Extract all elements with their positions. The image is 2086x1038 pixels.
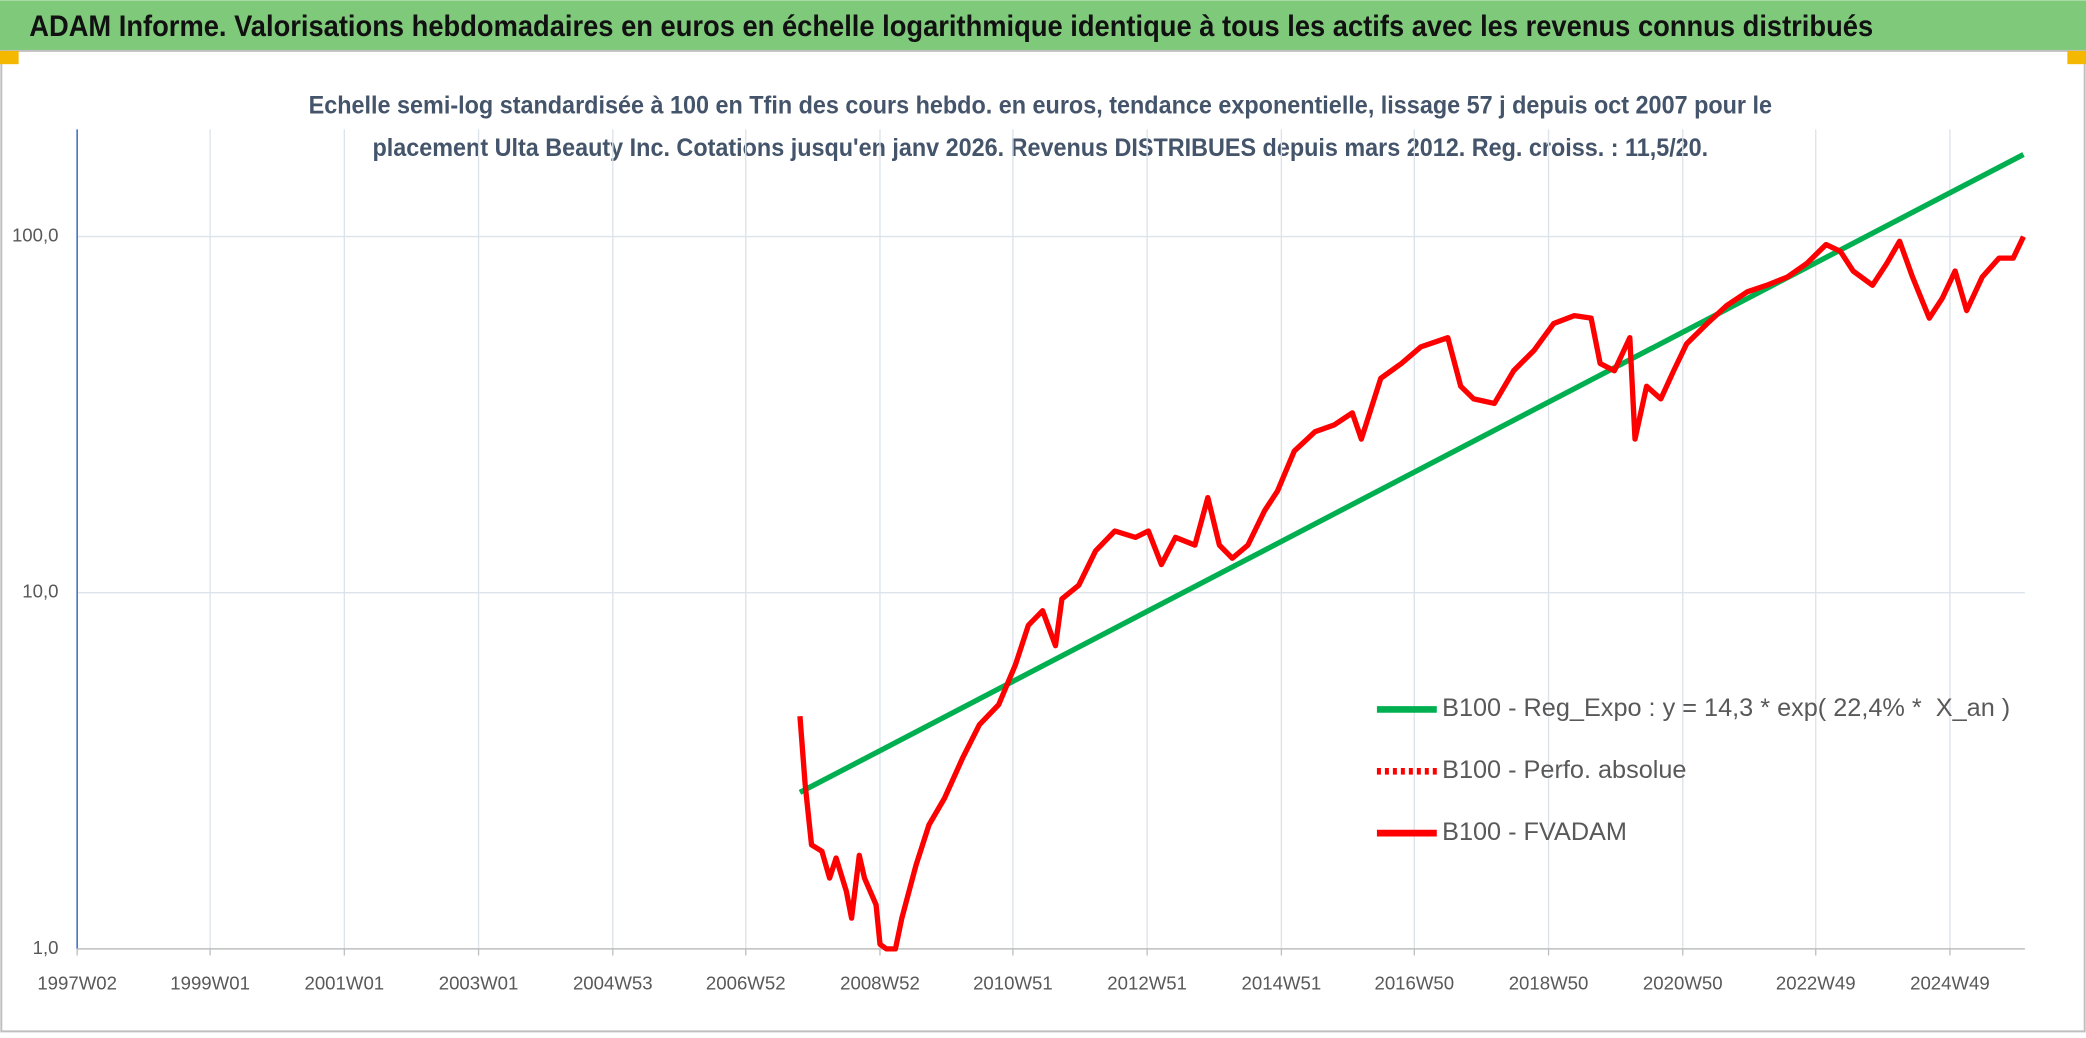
chart-title: placement Ulta Beauty Inc. Cotations jus… <box>372 134 1708 162</box>
corner-accent <box>0 50 19 65</box>
legend-label: B100 - FVADAM <box>1442 818 1627 846</box>
x-tick-label: 2010W51 <box>973 973 1053 994</box>
x-tick-label: 2004W53 <box>573 973 653 994</box>
series-line <box>797 235 2026 952</box>
x-tick-label: 2012W51 <box>1107 973 1187 994</box>
chart-title: Echelle semi-log standardisée à 100 en T… <box>309 91 1772 119</box>
legend-label: B100 - Reg_Expo : y = 14,3 * exp( 22,4% … <box>1442 694 2010 722</box>
header-title: ADAM Informe. Valorisations hebdomadaire… <box>29 11 1873 43</box>
chart-frame <box>0 49 2086 1033</box>
y-tick-label: 10,0 <box>22 581 58 602</box>
x-tick-label: 1999W01 <box>170 973 250 994</box>
header-bar <box>0 0 2086 51</box>
y-tick-label: 100,0 <box>12 224 59 245</box>
x-tick-label: 2003W01 <box>439 973 519 994</box>
x-tick-label: 2001W01 <box>304 973 384 994</box>
x-tick-label: 1997W02 <box>37 973 117 994</box>
x-tick-label: 2024W49 <box>1910 973 1990 994</box>
x-tick-label: 2006W52 <box>706 973 786 994</box>
x-tick-label: 2022W49 <box>1776 973 1856 994</box>
x-tick-label: 2016W50 <box>1374 973 1454 994</box>
x-tick-label: 2014W51 <box>1242 973 1322 994</box>
corner-accent <box>2067 50 2086 65</box>
x-tick-label: 2018W50 <box>1509 973 1589 994</box>
x-tick-label: 2008W52 <box>840 973 920 994</box>
y-tick-label: 1,0 <box>33 937 59 958</box>
x-tick-label: 2020W50 <box>1643 973 1723 994</box>
legend-label: B100 - Perfo. absolue <box>1442 756 1686 784</box>
